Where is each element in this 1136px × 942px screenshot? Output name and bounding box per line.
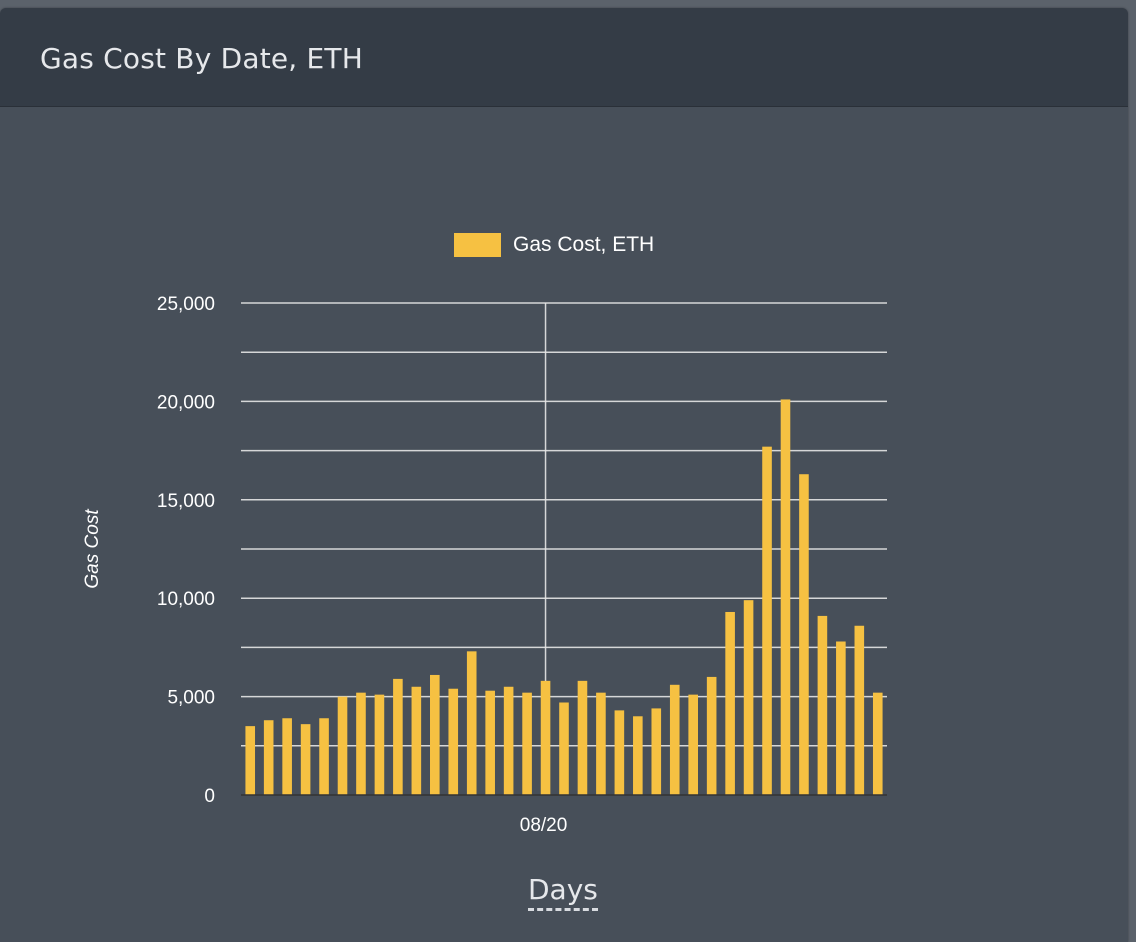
y-tick-label: 10,000 bbox=[157, 589, 215, 610]
bar bbox=[614, 710, 625, 795]
bar bbox=[577, 680, 588, 795]
bar bbox=[337, 696, 348, 795]
bar bbox=[817, 615, 828, 795]
bar bbox=[762, 446, 772, 795]
bar bbox=[688, 694, 698, 795]
bar bbox=[448, 688, 459, 795]
bar bbox=[559, 702, 569, 795]
bar bbox=[836, 641, 846, 795]
bar bbox=[411, 686, 422, 795]
bar bbox=[854, 625, 865, 795]
y-tick-label: 5,000 bbox=[167, 688, 215, 709]
bar bbox=[872, 692, 883, 795]
bar bbox=[651, 708, 662, 795]
bar bbox=[799, 474, 809, 795]
bar bbox=[263, 720, 274, 795]
y-tick-label: 15,000 bbox=[157, 491, 215, 512]
bar bbox=[245, 726, 256, 795]
bar bbox=[300, 724, 311, 795]
bar bbox=[319, 718, 329, 795]
bar bbox=[540, 680, 551, 795]
bar bbox=[669, 684, 680, 795]
bar bbox=[780, 399, 791, 795]
x-axis-title[interactable]: Days bbox=[528, 874, 598, 911]
legend-label: Gas Cost, ETH bbox=[513, 233, 655, 256]
y-tick-label: 25,000 bbox=[157, 294, 215, 315]
legend-swatch bbox=[454, 233, 501, 257]
bar bbox=[633, 716, 643, 795]
panel-title: Gas Cost By Date, ETH bbox=[40, 42, 363, 75]
bar bbox=[356, 692, 366, 795]
bar bbox=[743, 600, 754, 795]
bar bbox=[522, 692, 532, 795]
y-axis-title: Gas Cost bbox=[82, 509, 103, 589]
bar bbox=[596, 692, 606, 795]
bar bbox=[282, 718, 292, 795]
bar bbox=[393, 678, 403, 795]
bar bbox=[725, 611, 735, 795]
bar bbox=[374, 694, 385, 795]
chart-legend[interactable]: Gas Cost, ETH bbox=[454, 232, 654, 258]
bar bbox=[503, 686, 514, 795]
x-tick-label: 08/20 bbox=[520, 815, 568, 836]
y-tick-label: 20,000 bbox=[157, 392, 215, 413]
bar bbox=[430, 674, 440, 795]
bar bbox=[466, 651, 477, 795]
y-tick-label: 0 bbox=[204, 786, 215, 807]
panel-header: Gas Cost By Date, ETH bbox=[0, 8, 1128, 107]
bar bbox=[706, 676, 717, 795]
bar bbox=[485, 690, 495, 795]
